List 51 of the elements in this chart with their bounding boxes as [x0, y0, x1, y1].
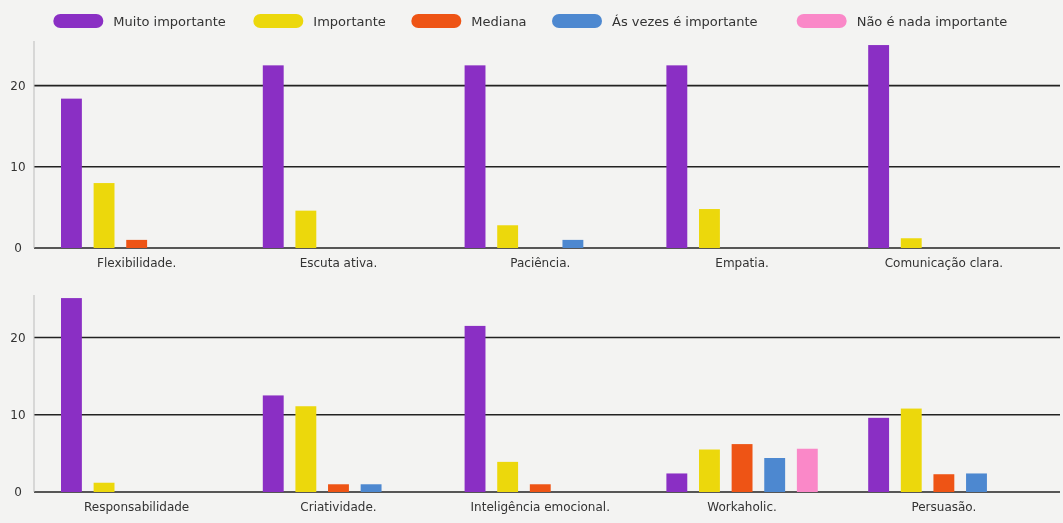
bar: [764, 458, 786, 492]
bar: [666, 473, 688, 492]
y-tick-label: 0: [14, 485, 22, 500]
bar: [933, 474, 955, 492]
y-tick-label: 10: [10, 160, 26, 175]
x-tick-label: Comunicação clara.: [884, 256, 1004, 270]
x-tick-label: Persuasão.: [911, 500, 977, 514]
bar: [900, 238, 922, 248]
bar: [529, 484, 551, 492]
bar: [699, 209, 720, 248]
bar: [562, 239, 584, 248]
bar: [731, 444, 753, 492]
y-tick-label: 20: [10, 330, 26, 345]
bar: [295, 210, 317, 248]
y-tick-label: 0: [14, 241, 22, 256]
bar: [360, 484, 382, 492]
bar: [868, 417, 890, 492]
x-tick-label: Flexibilidade.: [97, 256, 177, 270]
bar: [93, 482, 115, 492]
bar: [328, 484, 349, 492]
bar: [966, 473, 987, 492]
bar: [699, 449, 720, 492]
bar: [93, 183, 115, 248]
y-tick-label: 10: [10, 407, 26, 422]
bar: [796, 448, 818, 492]
x-tick-label: Inteligência emocional.: [470, 500, 610, 514]
legend-label: Não é nada importante: [856, 14, 1008, 29]
legend-label: Importante: [313, 14, 386, 29]
bar: [126, 239, 148, 248]
bar: [262, 395, 284, 492]
y-tick-label: 20: [10, 78, 26, 93]
bar: [464, 65, 486, 248]
bar: [868, 45, 890, 248]
legend-label: Mediana: [471, 14, 527, 29]
bar: [262, 65, 284, 248]
legend-label: Muito importante: [113, 14, 226, 29]
x-tick-label: Criatividade.: [300, 500, 377, 514]
bar: [900, 408, 922, 492]
bar: [61, 98, 82, 248]
x-tick-label: Paciência.: [510, 256, 571, 270]
x-tick-label: Responsabilidade: [84, 500, 190, 514]
bar: [497, 461, 519, 492]
x-tick-label: Workaholic.: [707, 500, 777, 514]
bar: [497, 225, 519, 248]
x-tick-label: Escuta ativa.: [299, 256, 378, 270]
bar: [666, 65, 688, 248]
bar: [295, 406, 317, 492]
x-tick-label: Empatia.: [715, 256, 769, 270]
legend-label: Ás vezes é importante: [612, 14, 758, 29]
bar: [61, 298, 82, 492]
bar: [464, 325, 486, 492]
